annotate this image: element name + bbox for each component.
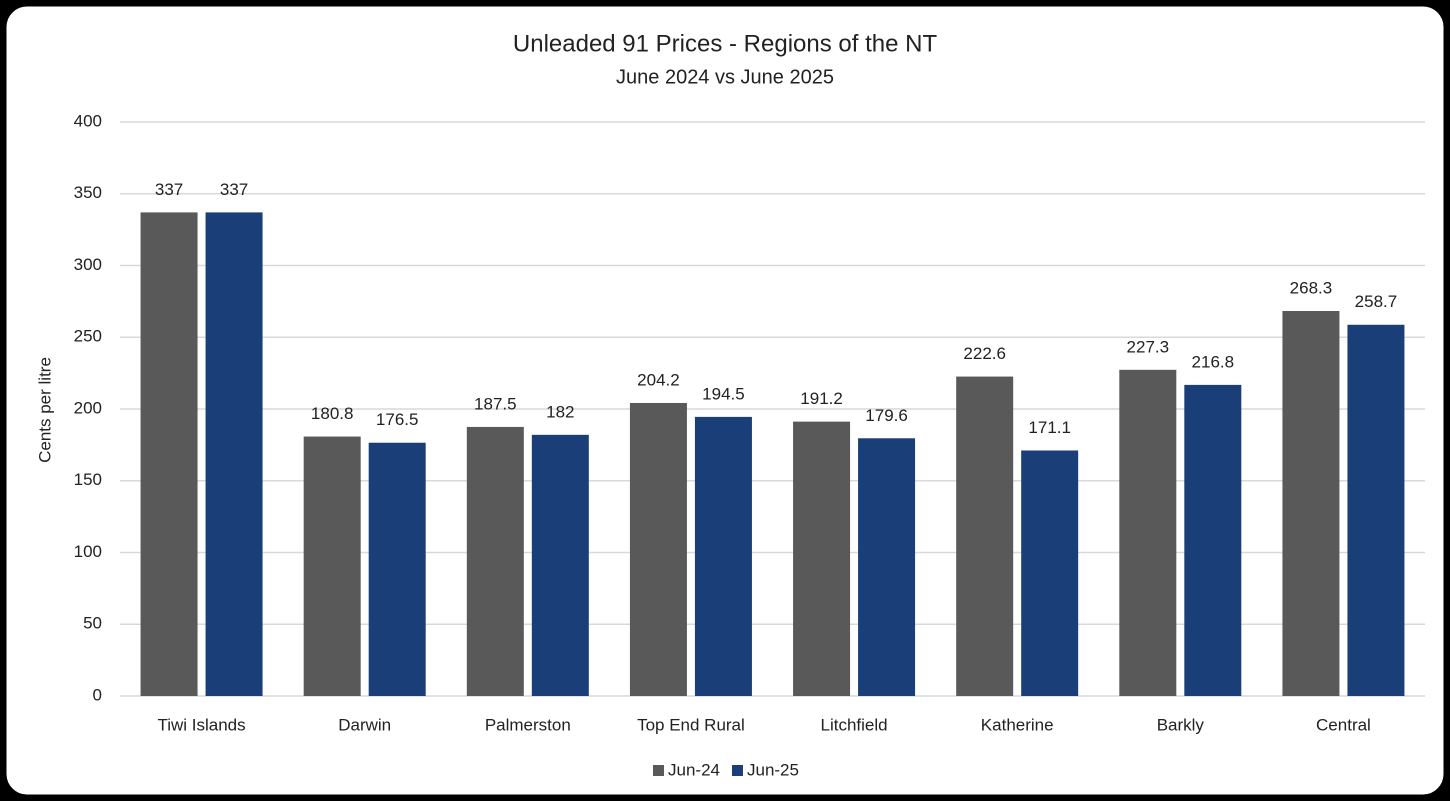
bar <box>531 434 589 696</box>
legend-swatch <box>731 765 743 776</box>
x-tick-label: Tiwi Islands <box>157 715 245 734</box>
bar <box>793 421 851 696</box>
x-tick-label: Palmerston <box>485 715 571 734</box>
bar <box>629 402 687 696</box>
x-tick-label: Central <box>1316 715 1371 734</box>
data-label: 227.3 <box>1127 337 1170 356</box>
y-tick-label: 0 <box>93 685 102 704</box>
legend-label: Jun-25 <box>747 760 799 779</box>
legend-swatch <box>653 765 664 776</box>
y-tick-label: 100 <box>74 542 102 561</box>
legend-label: Jun-24 <box>668 760 720 779</box>
bar <box>140 212 198 696</box>
data-label: 268.3 <box>1290 278 1333 297</box>
data-label: 204.2 <box>637 370 680 389</box>
x-tick-label: Katherine <box>981 715 1054 734</box>
y-tick-label: 250 <box>74 327 102 346</box>
data-label: 179.6 <box>865 406 908 425</box>
data-label: 187.5 <box>474 394 517 413</box>
data-label: 180.8 <box>311 404 354 423</box>
data-label: 337 <box>220 180 248 199</box>
bar <box>1119 369 1177 696</box>
y-tick-label: 200 <box>74 398 102 417</box>
y-tick-label: 50 <box>83 614 102 633</box>
bar <box>303 436 361 696</box>
bar <box>466 426 524 696</box>
bar <box>1184 384 1242 696</box>
bar <box>1347 324 1405 696</box>
bar <box>1282 310 1340 696</box>
chart-subtitle: June 2024 vs June 2025 <box>616 66 834 88</box>
bar <box>1021 450 1079 696</box>
y-tick-label: 400 <box>74 111 102 130</box>
data-label: 191.2 <box>800 389 843 408</box>
y-axis-label: Cents per litre <box>35 357 54 463</box>
data-label: 337 <box>155 180 183 199</box>
bar <box>956 376 1014 696</box>
data-label: 182 <box>546 402 574 421</box>
data-label: 258.7 <box>1355 292 1398 311</box>
y-tick-label: 150 <box>74 470 102 489</box>
chart-title: Unleaded 91 Prices - Regions of the NT <box>513 30 938 57</box>
y-tick-label: 300 <box>74 255 102 274</box>
bar <box>205 212 263 696</box>
x-tick-label: Barkly <box>1157 715 1205 734</box>
x-tick-label: Darwin <box>338 715 391 734</box>
bar <box>694 416 752 696</box>
data-label: 176.5 <box>376 410 419 429</box>
data-label: 222.6 <box>963 344 1006 363</box>
x-tick-label: Litchfield <box>821 715 888 734</box>
data-label: 171.1 <box>1028 418 1071 437</box>
frame <box>3 3 1447 798</box>
bar <box>368 442 426 696</box>
y-tick-label: 350 <box>74 183 102 202</box>
data-label: 194.5 <box>702 384 745 403</box>
x-tick-label: Top End Rural <box>637 715 745 734</box>
data-label: 216.8 <box>1192 352 1235 371</box>
bar <box>858 438 916 696</box>
